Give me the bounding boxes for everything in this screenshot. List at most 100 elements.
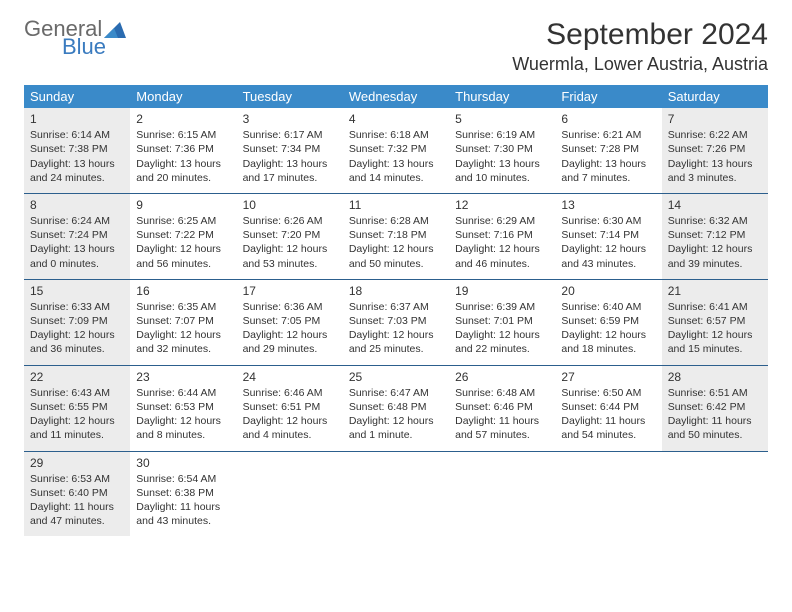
day-number: 16: [136, 283, 230, 299]
daylight-line: Daylight: 12 hours and 32 minutes.: [136, 328, 230, 356]
day-number: 17: [243, 283, 337, 299]
sunset-line: Sunset: 7:26 PM: [668, 142, 762, 156]
daylight-line: Daylight: 12 hours and 11 minutes.: [30, 414, 124, 442]
sunrise-line: Sunrise: 6:30 AM: [561, 214, 655, 228]
sunrise-line: Sunrise: 6:32 AM: [668, 214, 762, 228]
day-number: 22: [30, 369, 124, 385]
day-cell: 5Sunrise: 6:19 AMSunset: 7:30 PMDaylight…: [449, 108, 555, 193]
sunrise-line: Sunrise: 6:28 AM: [349, 214, 443, 228]
week-row: 1Sunrise: 6:14 AMSunset: 7:38 PMDaylight…: [24, 108, 768, 193]
daylight-line: Daylight: 12 hours and 8 minutes.: [136, 414, 230, 442]
sunrise-line: Sunrise: 6:47 AM: [349, 386, 443, 400]
sunset-line: Sunset: 7:01 PM: [455, 314, 549, 328]
day-cell: 6Sunrise: 6:21 AMSunset: 7:28 PMDaylight…: [555, 108, 661, 193]
daylight-line: Daylight: 12 hours and 18 minutes.: [561, 328, 655, 356]
day-cell: 25Sunrise: 6:47 AMSunset: 6:48 PMDayligh…: [343, 366, 449, 451]
day-number: 9: [136, 197, 230, 213]
daylight-line: Daylight: 12 hours and 50 minutes.: [349, 242, 443, 270]
sunset-line: Sunset: 7:09 PM: [30, 314, 124, 328]
sunrise-line: Sunrise: 6:25 AM: [136, 214, 230, 228]
sunrise-line: Sunrise: 6:44 AM: [136, 386, 230, 400]
day-number: 30: [136, 455, 230, 471]
day-number: 10: [243, 197, 337, 213]
sunrise-line: Sunrise: 6:41 AM: [668, 300, 762, 314]
sunset-line: Sunset: 6:48 PM: [349, 400, 443, 414]
sunset-line: Sunset: 7:32 PM: [349, 142, 443, 156]
day-number: 2: [136, 111, 230, 127]
day-cell: 18Sunrise: 6:37 AMSunset: 7:03 PMDayligh…: [343, 280, 449, 365]
sunrise-line: Sunrise: 6:51 AM: [668, 386, 762, 400]
sunset-line: Sunset: 7:24 PM: [30, 228, 124, 242]
day-cell: 30Sunrise: 6:54 AMSunset: 6:38 PMDayligh…: [130, 452, 236, 537]
sunrise-line: Sunrise: 6:50 AM: [561, 386, 655, 400]
sunrise-line: Sunrise: 6:43 AM: [30, 386, 124, 400]
sunrise-line: Sunrise: 6:15 AM: [136, 128, 230, 142]
day-cell: 20Sunrise: 6:40 AMSunset: 6:59 PMDayligh…: [555, 280, 661, 365]
day-number: 29: [30, 455, 124, 471]
sunset-line: Sunset: 6:38 PM: [136, 486, 230, 500]
day-of-week-row: SundayMondayTuesdayWednesdayThursdayFrid…: [24, 85, 768, 108]
dow-cell: Monday: [130, 85, 236, 108]
day-number: 25: [349, 369, 443, 385]
day-cell: 26Sunrise: 6:48 AMSunset: 6:46 PMDayligh…: [449, 366, 555, 451]
sunset-line: Sunset: 6:53 PM: [136, 400, 230, 414]
day-number: 1: [30, 111, 124, 127]
day-number: 18: [349, 283, 443, 299]
sunset-line: Sunset: 7:34 PM: [243, 142, 337, 156]
sunrise-line: Sunrise: 6:54 AM: [136, 472, 230, 486]
sunrise-line: Sunrise: 6:18 AM: [349, 128, 443, 142]
sunrise-line: Sunrise: 6:35 AM: [136, 300, 230, 314]
day-cell: 16Sunrise: 6:35 AMSunset: 7:07 PMDayligh…: [130, 280, 236, 365]
sunset-line: Sunset: 7:28 PM: [561, 142, 655, 156]
sunrise-line: Sunrise: 6:14 AM: [30, 128, 124, 142]
day-cell: 17Sunrise: 6:36 AMSunset: 7:05 PMDayligh…: [237, 280, 343, 365]
daylight-line: Daylight: 13 hours and 14 minutes.: [349, 157, 443, 185]
sunrise-line: Sunrise: 6:48 AM: [455, 386, 549, 400]
brand-logo: General Blue: [24, 18, 126, 58]
daylight-line: Daylight: 11 hours and 54 minutes.: [561, 414, 655, 442]
sunset-line: Sunset: 6:46 PM: [455, 400, 549, 414]
day-cell: 29Sunrise: 6:53 AMSunset: 6:40 PMDayligh…: [24, 452, 130, 537]
daylight-line: Daylight: 12 hours and 36 minutes.: [30, 328, 124, 356]
brand-text-blue: Blue: [62, 36, 126, 58]
daylight-line: Daylight: 12 hours and 25 minutes.: [349, 328, 443, 356]
day-number: 5: [455, 111, 549, 127]
sunset-line: Sunset: 7:36 PM: [136, 142, 230, 156]
sunset-line: Sunset: 7:22 PM: [136, 228, 230, 242]
daylight-line: Daylight: 12 hours and 15 minutes.: [668, 328, 762, 356]
sunrise-line: Sunrise: 6:53 AM: [30, 472, 124, 486]
sunset-line: Sunset: 7:18 PM: [349, 228, 443, 242]
day-cell: 7Sunrise: 6:22 AMSunset: 7:26 PMDaylight…: [662, 108, 768, 193]
sunrise-line: Sunrise: 6:22 AM: [668, 128, 762, 142]
day-cell: 4Sunrise: 6:18 AMSunset: 7:32 PMDaylight…: [343, 108, 449, 193]
sunset-line: Sunset: 7:20 PM: [243, 228, 337, 242]
daylight-line: Daylight: 12 hours and 4 minutes.: [243, 414, 337, 442]
dow-cell: Saturday: [662, 85, 768, 108]
sunset-line: Sunset: 7:14 PM: [561, 228, 655, 242]
sunset-line: Sunset: 6:59 PM: [561, 314, 655, 328]
sunrise-line: Sunrise: 6:36 AM: [243, 300, 337, 314]
day-number: 19: [455, 283, 549, 299]
day-number: 6: [561, 111, 655, 127]
day-cell: 27Sunrise: 6:50 AMSunset: 6:44 PMDayligh…: [555, 366, 661, 451]
daylight-line: Daylight: 13 hours and 7 minutes.: [561, 157, 655, 185]
daylight-line: Daylight: 13 hours and 0 minutes.: [30, 242, 124, 270]
sunset-line: Sunset: 7:30 PM: [455, 142, 549, 156]
day-number: 13: [561, 197, 655, 213]
day-cell: 1Sunrise: 6:14 AMSunset: 7:38 PMDaylight…: [24, 108, 130, 193]
day-cell: 3Sunrise: 6:17 AMSunset: 7:34 PMDaylight…: [237, 108, 343, 193]
location-text: Wuermla, Lower Austria, Austria: [512, 54, 768, 75]
day-number: 23: [136, 369, 230, 385]
day-cell: 23Sunrise: 6:44 AMSunset: 6:53 PMDayligh…: [130, 366, 236, 451]
sunset-line: Sunset: 6:44 PM: [561, 400, 655, 414]
daylight-line: Daylight: 12 hours and 53 minutes.: [243, 242, 337, 270]
daylight-line: Daylight: 13 hours and 10 minutes.: [455, 157, 549, 185]
dow-cell: Thursday: [449, 85, 555, 108]
calendar: SundayMondayTuesdayWednesdayThursdayFrid…: [24, 85, 768, 536]
week-row: 29Sunrise: 6:53 AMSunset: 6:40 PMDayligh…: [24, 451, 768, 537]
day-cell: 21Sunrise: 6:41 AMSunset: 6:57 PMDayligh…: [662, 280, 768, 365]
day-cell: 22Sunrise: 6:43 AMSunset: 6:55 PMDayligh…: [24, 366, 130, 451]
day-number: 7: [668, 111, 762, 127]
daylight-line: Daylight: 12 hours and 39 minutes.: [668, 242, 762, 270]
daylight-line: Daylight: 12 hours and 22 minutes.: [455, 328, 549, 356]
